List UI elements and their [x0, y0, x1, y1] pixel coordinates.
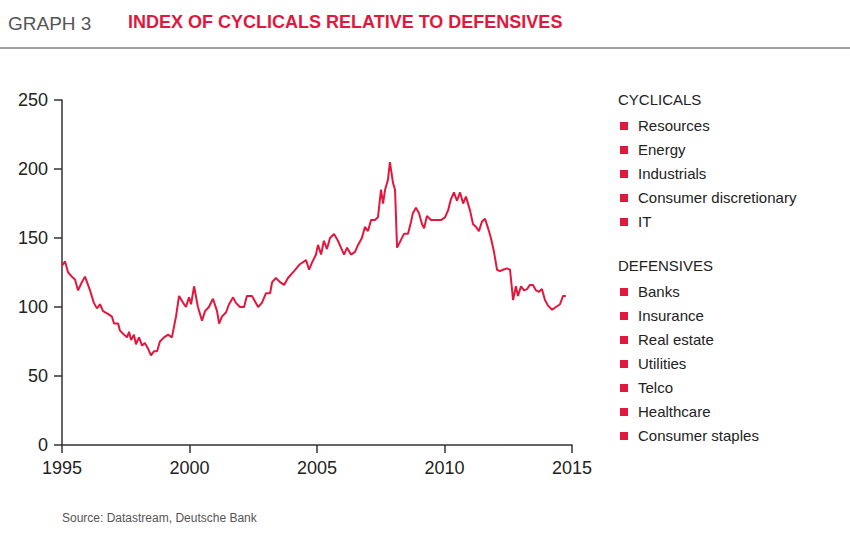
svg-text:Utilities: Utilities	[638, 355, 686, 372]
svg-text:CYCLICALS: CYCLICALS	[618, 91, 701, 108]
svg-text:IT: IT	[638, 213, 651, 230]
svg-text:DEFENSIVES: DEFENSIVES	[618, 257, 713, 274]
svg-text:0: 0	[38, 435, 48, 455]
svg-text:100: 100	[18, 297, 48, 317]
svg-text:Real estate: Real estate	[638, 331, 714, 348]
svg-text:Consumer staples: Consumer staples	[638, 427, 759, 444]
svg-text:INDEX OF CYCLICALS RELATIVE TO: INDEX OF CYCLICALS RELATIVE TO DEFENSIVE…	[128, 12, 562, 32]
svg-text:GRAPH 3: GRAPH 3	[8, 13, 91, 34]
svg-text:2015: 2015	[552, 458, 592, 478]
svg-text:50: 50	[28, 366, 48, 386]
svg-text:250: 250	[18, 90, 48, 110]
svg-text:Banks: Banks	[638, 283, 680, 300]
svg-text:Consumer discretionary: Consumer discretionary	[638, 189, 797, 206]
svg-text:2000: 2000	[169, 458, 209, 478]
svg-text:2005: 2005	[297, 458, 337, 478]
svg-text:Source: Datastream, Deutsche B: Source: Datastream, Deutsche Bank	[62, 511, 258, 525]
svg-text:1995: 1995	[42, 458, 82, 478]
svg-text:200: 200	[18, 159, 48, 179]
svg-text:Healthcare: Healthcare	[638, 403, 711, 420]
svg-text:Industrials: Industrials	[638, 165, 706, 182]
svg-text:Resources: Resources	[638, 117, 710, 134]
svg-text:Telco: Telco	[638, 379, 673, 396]
svg-text:2010: 2010	[424, 458, 464, 478]
svg-text:Energy: Energy	[638, 141, 686, 158]
svg-text:150: 150	[18, 228, 48, 248]
svg-text:Insurance: Insurance	[638, 307, 704, 324]
